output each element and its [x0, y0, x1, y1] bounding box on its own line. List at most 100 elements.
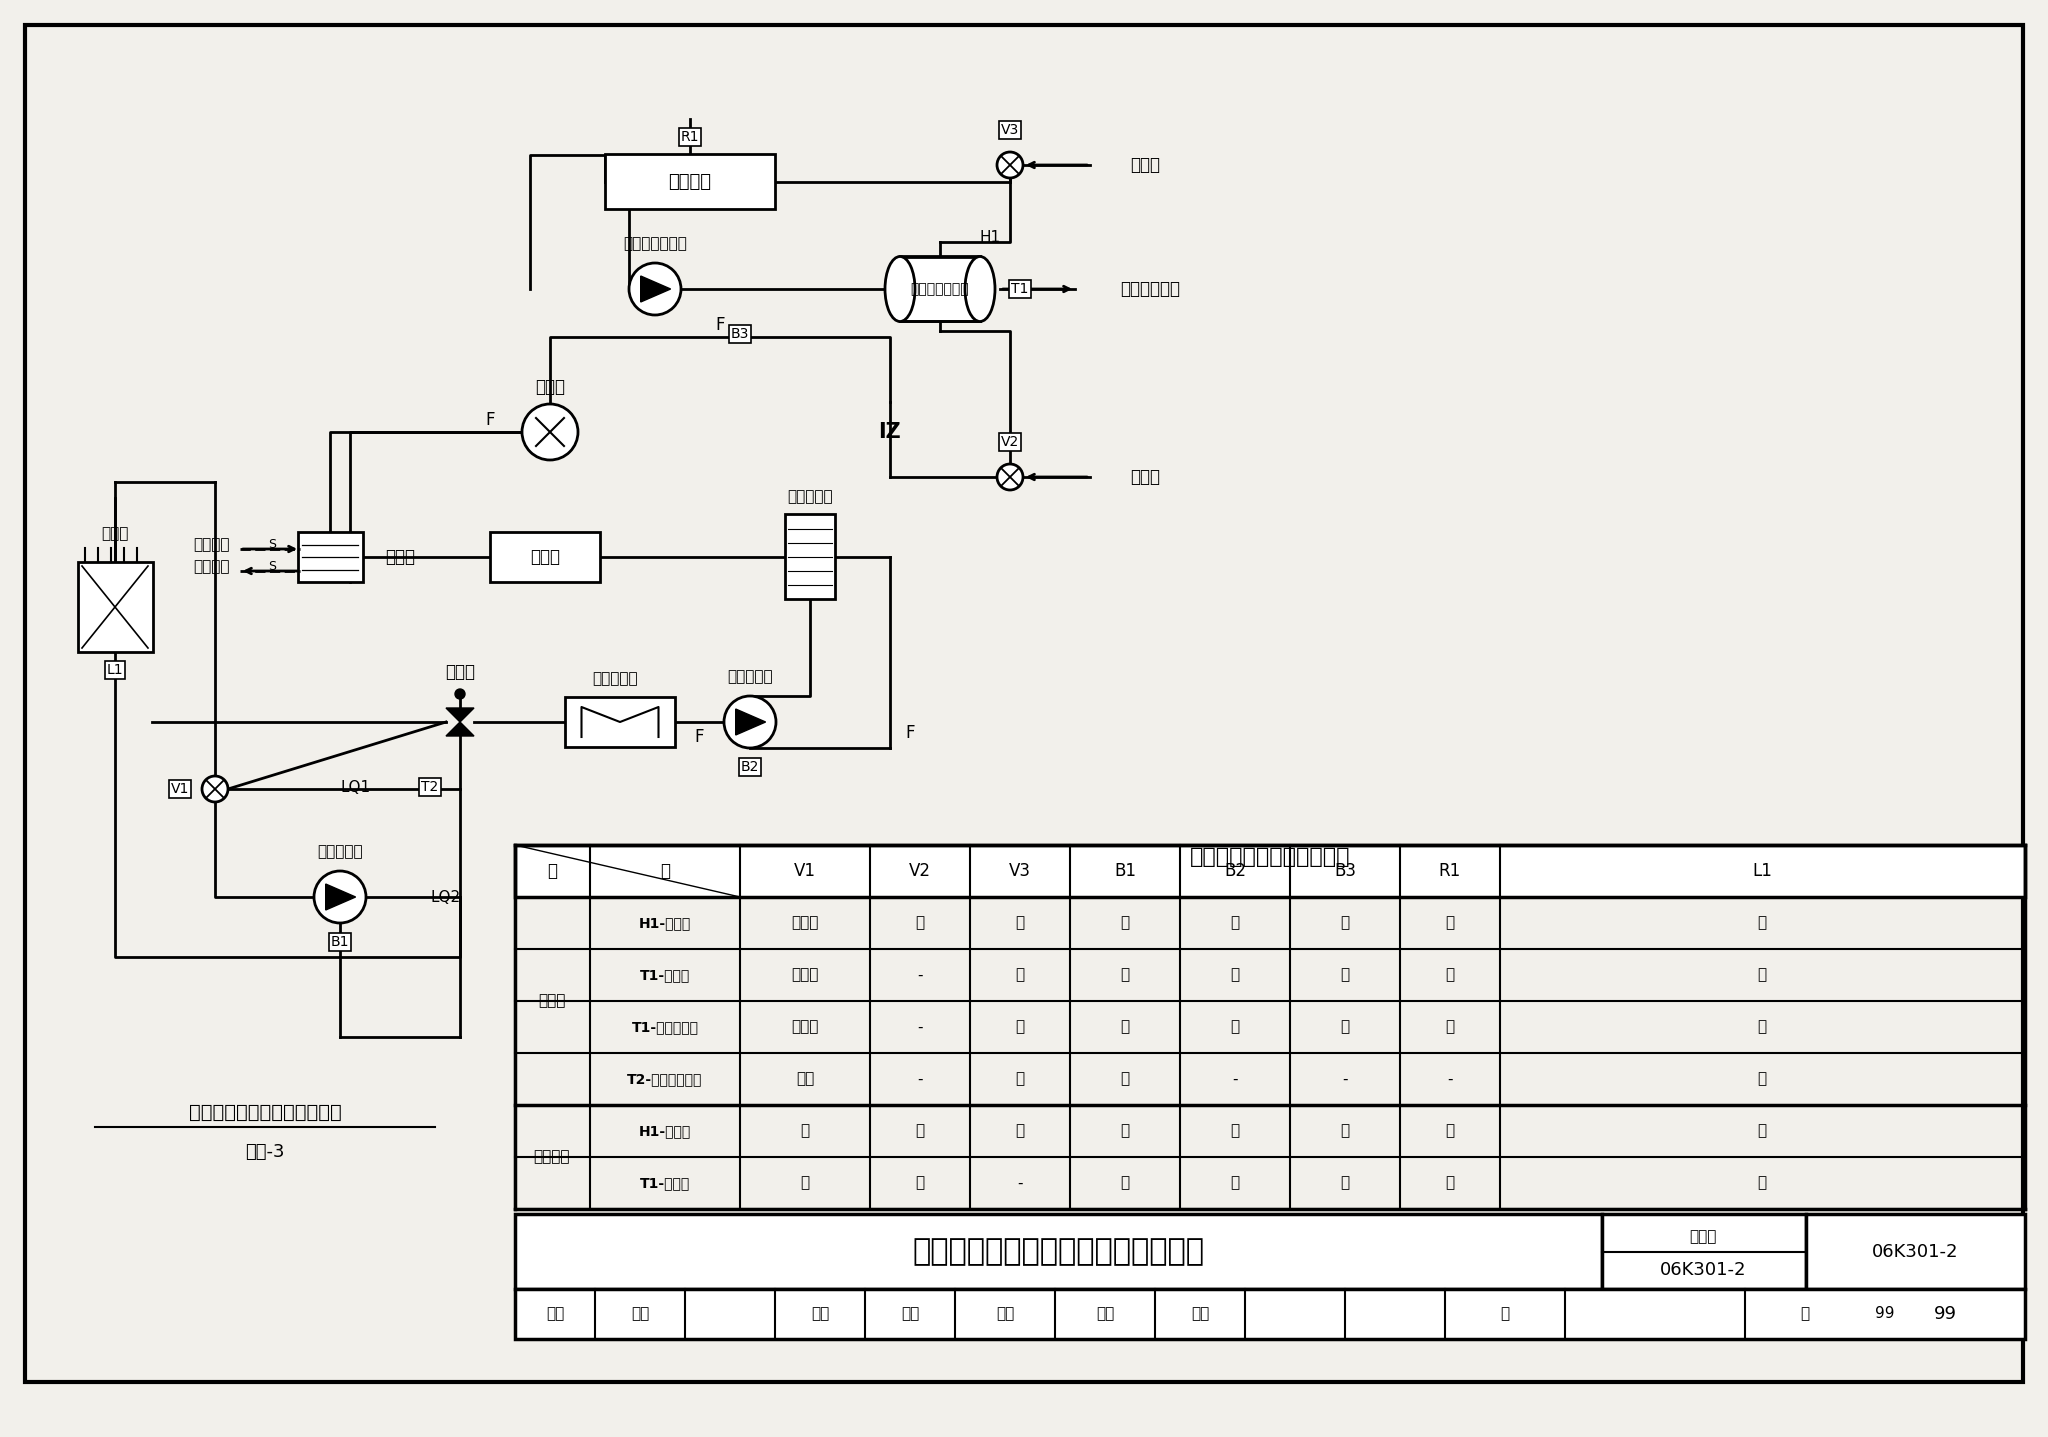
Bar	[489, 532, 600, 582]
Text: 页: 页	[1800, 1306, 1810, 1322]
Text: 99: 99	[1933, 1305, 1956, 1323]
Ellipse shape	[885, 256, 915, 322]
Text: 设计: 设计	[1096, 1306, 1114, 1322]
Bar	[299, 532, 362, 582]
Text: 制冷机: 制冷机	[530, 547, 559, 566]
Text: 非制冷期: 非制冷期	[535, 1150, 569, 1164]
Text: 开: 开	[1120, 967, 1130, 983]
Text: -: -	[1233, 1072, 1237, 1086]
Text: 膨胀阀: 膨胀阀	[444, 662, 475, 681]
Text: L1: L1	[1751, 862, 1772, 879]
Text: 各工况下阀门及设备状态表: 各工况下阀门及设备状态表	[1190, 846, 1350, 867]
Text: 关: 关	[1757, 1124, 1767, 1138]
Text: F: F	[715, 316, 725, 333]
Text: 关: 关	[1016, 1072, 1024, 1086]
Text: -: -	[1448, 1072, 1452, 1086]
Text: B2: B2	[1225, 862, 1245, 879]
Text: V2: V2	[909, 862, 932, 879]
Text: B3: B3	[731, 328, 750, 341]
Bar	[514, 845, 2025, 897]
Text: S: S	[268, 559, 276, 572]
Text: 开: 开	[1231, 1019, 1239, 1035]
Circle shape	[997, 152, 1024, 178]
Text: IZ: IZ	[879, 422, 901, 443]
Text: 关: 关	[915, 1175, 924, 1190]
Text: 开: 开	[1016, 1124, 1024, 1138]
Polygon shape	[641, 276, 670, 302]
Text: LQ2: LQ2	[430, 890, 461, 904]
Text: T2: T2	[422, 780, 438, 795]
Text: B1: B1	[1114, 862, 1137, 879]
Text: 开: 开	[915, 915, 924, 931]
Text: 冷水供水: 冷水供水	[193, 559, 229, 575]
Text: H1-液位低: H1-液位低	[639, 915, 690, 930]
Text: T1-温度低: T1-温度低	[639, 1175, 690, 1190]
Text: 开: 开	[1341, 1019, 1350, 1035]
Text: 开: 开	[1757, 915, 1767, 931]
Text: 关: 关	[1757, 1072, 1767, 1086]
Text: H1-液位低: H1-液位低	[639, 1124, 690, 1138]
Text: 装置-3: 装置-3	[246, 1142, 285, 1161]
Text: 直通开: 直通开	[791, 915, 819, 931]
Text: 开: 开	[1341, 1175, 1350, 1190]
Text: 况: 况	[659, 862, 670, 879]
Text: 辅助加热循环泵: 辅助加热循环泵	[623, 237, 686, 251]
Polygon shape	[446, 708, 473, 721]
Text: 直通开: 直通开	[791, 1019, 819, 1035]
Text: 蒸发器: 蒸发器	[385, 547, 416, 566]
Text: T1-温度继续低: T1-温度继续低	[631, 1020, 698, 1035]
Text: F: F	[905, 724, 915, 741]
Text: 工: 工	[547, 862, 557, 879]
Circle shape	[997, 464, 1024, 490]
Text: 开: 开	[1120, 915, 1130, 931]
Circle shape	[203, 776, 227, 802]
Text: 冷却器: 冷却器	[100, 526, 129, 542]
Text: 生活热水部分冷凝热回收装置: 生活热水部分冷凝热回收装置	[188, 1102, 342, 1121]
Text: 关: 关	[1016, 915, 1024, 931]
Text: F: F	[485, 411, 496, 430]
Text: B1: B1	[330, 935, 350, 948]
Polygon shape	[735, 708, 766, 734]
Text: 生活热水储热罐: 生活热水储热罐	[911, 282, 969, 296]
Text: V1: V1	[795, 862, 815, 879]
Text: T1: T1	[1012, 282, 1028, 296]
Text: R1: R1	[680, 129, 698, 144]
Text: L1: L1	[106, 662, 123, 677]
Bar	[899, 256, 981, 320]
Text: 停: 停	[1341, 915, 1350, 931]
Text: 停: 停	[1231, 1124, 1239, 1138]
Text: V3: V3	[1010, 862, 1030, 879]
Text: 06K301-2: 06K301-2	[1661, 1262, 1747, 1279]
Text: 06K301-2: 06K301-2	[1872, 1243, 1958, 1262]
Circle shape	[629, 263, 682, 315]
Text: 王谦: 王谦	[901, 1306, 920, 1322]
Text: 开: 开	[1757, 1019, 1767, 1035]
Text: 开: 开	[1446, 1175, 1454, 1190]
Text: 关: 关	[1016, 967, 1024, 983]
Text: 热水循环泵: 热水循环泵	[727, 670, 772, 684]
Text: 停: 停	[1120, 1124, 1130, 1138]
Text: 开: 开	[1231, 915, 1239, 931]
Bar	[604, 154, 774, 208]
Text: 图集号: 图集号	[1690, 1229, 1716, 1244]
Text: 页: 页	[1501, 1306, 1509, 1322]
Text: 关: 关	[1757, 1175, 1767, 1190]
Text: F: F	[694, 729, 705, 746]
Text: B2: B2	[741, 760, 760, 775]
Circle shape	[313, 871, 367, 923]
Text: 生活热水用户: 生活热水用户	[1120, 280, 1180, 297]
Text: V3: V3	[1001, 124, 1020, 137]
Bar	[78, 562, 154, 652]
Text: 停: 停	[1341, 967, 1350, 983]
Text: B3: B3	[1333, 862, 1356, 879]
Text: 关: 关	[1446, 967, 1454, 983]
Text: 冷水回水: 冷水回水	[193, 537, 229, 552]
Text: -: -	[918, 1072, 924, 1086]
Text: S: S	[268, 537, 276, 550]
Text: -: -	[1018, 1175, 1022, 1190]
Text: 工程: 工程	[995, 1306, 1014, 1322]
Text: 开: 开	[1120, 1072, 1130, 1086]
Bar	[1602, 1214, 1806, 1289]
Text: 关: 关	[1446, 915, 1454, 931]
Text: R1: R1	[1440, 862, 1460, 879]
